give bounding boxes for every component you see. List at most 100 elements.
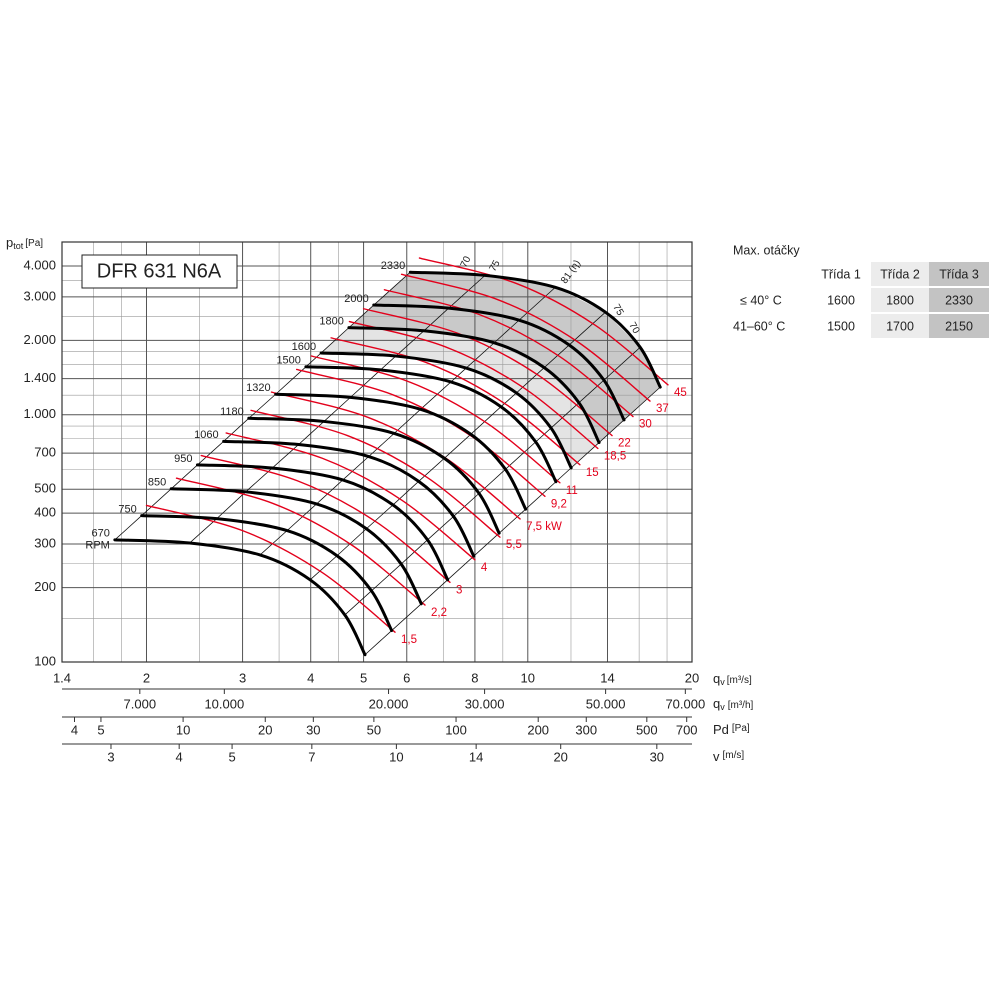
power-label: 11 (566, 485, 578, 497)
rpm-label: 1500 (276, 355, 300, 367)
x-label-sub: v (720, 677, 725, 687)
table-title: Max. otáčky (733, 243, 800, 257)
efficiency-label: 70 (626, 321, 641, 337)
x-tick-label: 14 (600, 670, 614, 685)
x-label-unit: [m³/s] (727, 675, 752, 686)
power-label: 2,2 (431, 607, 447, 619)
rpm-label: 1060 (194, 429, 218, 441)
x-tick-label: 8 (471, 670, 478, 685)
curves (113, 257, 669, 657)
x-tick-label: 1.4 (53, 670, 71, 685)
x-tick-label: 5 (360, 670, 367, 685)
rpm-curve (140, 514, 394, 633)
power-label: 15 (586, 467, 599, 479)
system-line (114, 271, 411, 541)
table-header: Třída 2 (880, 267, 920, 281)
table-cell: 1500 (827, 319, 855, 333)
y-axis-label: ptot [Pa] (6, 235, 43, 251)
cell-bg (871, 314, 929, 338)
efficiency-label: 70 (459, 254, 474, 269)
table-cell: 2150 (945, 319, 973, 333)
power-label: 22 (618, 438, 631, 450)
y-tick-label: 1.000 (23, 406, 56, 421)
secondary-tick-label: 7 (308, 749, 315, 764)
plot-frame (61, 241, 693, 663)
power-label: 30 (639, 419, 652, 431)
rpm-curve (372, 303, 626, 422)
secondary-tick-label: 30 (650, 749, 664, 764)
rpm-curve (195, 463, 450, 582)
secondary-tick-label: 20 (258, 722, 272, 737)
rpm-curve (274, 392, 528, 511)
secondary-tick-label: 300 (575, 722, 597, 737)
y-tick-label: 700 (34, 445, 56, 460)
secondary-tick-label: 50.000 (586, 696, 626, 711)
cell-bg (929, 262, 989, 286)
system-line (309, 311, 606, 581)
title-box (81, 254, 238, 289)
efficiency-label: 75 (610, 303, 625, 319)
rpm-curve (113, 538, 367, 657)
power-label: 3 (456, 584, 462, 596)
power-curve (400, 273, 651, 402)
rpm-curve (169, 487, 423, 606)
table-header: Třída 3 (939, 267, 979, 281)
axis-label-unit: [m/s] (723, 750, 745, 761)
rpm-unit: RPM (85, 540, 109, 552)
secondary-tick-label: 30.000 (465, 696, 505, 711)
rpm-label: 1800 (319, 316, 343, 328)
rpm-label: 750 (118, 504, 136, 516)
rpm-label: 1180 (220, 406, 244, 418)
axis-label-sub: v (720, 702, 725, 712)
table-cell: 1700 (886, 319, 914, 333)
x-tick-label: 6 (403, 670, 410, 685)
cell-bg (929, 314, 989, 338)
power-label: 9,2 (551, 498, 567, 510)
secondary-axis-label: Pd [Pa] (713, 722, 750, 737)
y-tick-label: 100 (34, 653, 56, 668)
table-cell: 1600 (827, 293, 855, 307)
secondary-axis-label: qv [m³/h] (713, 696, 754, 712)
secondary-tick-label: 14 (469, 749, 483, 764)
axis-label-unit: [m³/h] (728, 700, 754, 711)
secondary-tick-label: 20 (553, 749, 567, 764)
power-curve (145, 504, 396, 633)
x-tick-label: 10 (521, 670, 535, 685)
axis-label-unit: [Pa] (732, 723, 750, 734)
x-tick-label: 2 (143, 670, 150, 685)
table: Max. otáčky Třída 1 Třída 2 Třída 3 ≤ 40… (733, 243, 989, 338)
y-tick-label: 300 (34, 535, 56, 550)
secondary-tick-label: 10.000 (204, 696, 244, 711)
y-label-main: p (6, 235, 13, 250)
power-curve (175, 477, 426, 606)
y-label-unit: [Pa] (25, 238, 43, 249)
row-label: 41–60° C (733, 319, 785, 333)
cell-bg (871, 262, 929, 286)
rpm-curve (222, 439, 476, 558)
x-label-main: q (713, 671, 720, 686)
system-line (344, 347, 641, 616)
power-curve (383, 289, 634, 418)
y-label-sub: tot (13, 241, 24, 251)
secondary-tick-label: 10 (176, 722, 190, 737)
secondary-tick-label: 500 (636, 722, 658, 737)
secondary-tick-label: 4 (176, 749, 183, 764)
power-label: 45 (674, 387, 687, 399)
secondary-tick-label: 700 (676, 722, 698, 737)
system-line (259, 287, 556, 556)
rpm-label: 2330 (381, 260, 405, 272)
x-tick-label: 4 (307, 670, 314, 685)
secondary-tick-label: 30 (306, 722, 320, 737)
x-tick-label: 20 (685, 670, 699, 685)
rpm-label: 2000 (344, 293, 368, 305)
secondary-tick-label: 10 (389, 749, 403, 764)
rpm-label: 950 (174, 453, 192, 465)
rpm-label: 1600 (292, 341, 316, 353)
secondary-tick-label: 4 (71, 722, 78, 737)
secondary-tick-label: 50 (367, 722, 381, 737)
rpm-label: 1320 (246, 382, 270, 394)
table-cell: 1800 (886, 293, 914, 307)
x-axis-label: qv [m³/s] (713, 671, 752, 687)
